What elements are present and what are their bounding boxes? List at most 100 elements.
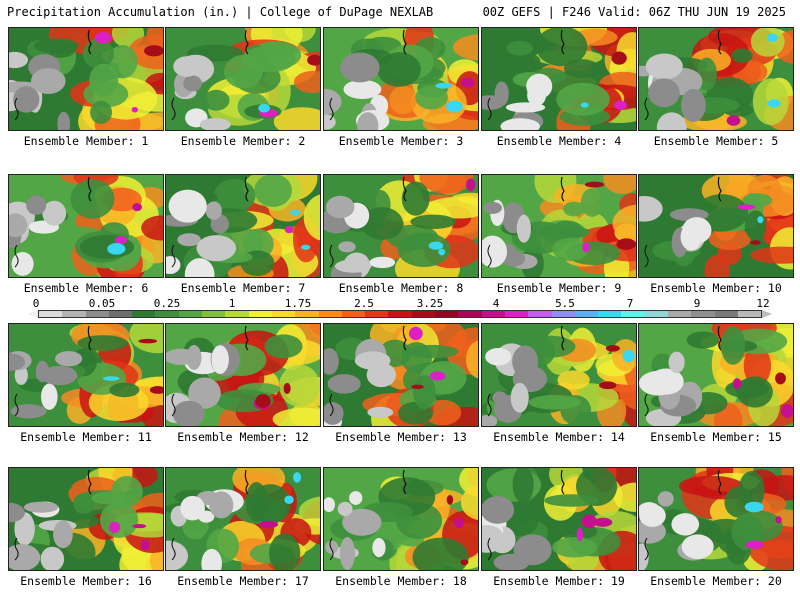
dry-contour [199, 117, 231, 130]
coastline [171, 393, 176, 417]
rain-contour [695, 194, 749, 232]
heavy-rain-cell [259, 520, 279, 529]
heavy-rain-cell [593, 517, 613, 527]
coastline [560, 325, 565, 351]
rain-contour [407, 344, 459, 359]
heavy-rain-cell [732, 378, 742, 390]
colorbar-segment [155, 311, 179, 317]
heavy-rain-cell [307, 54, 320, 66]
rain-contour [412, 537, 469, 570]
colorbar-tick-label: 1 [228, 297, 236, 310]
coastline [560, 176, 565, 202]
ensemble-member-label: Ensemble Member: 20 [650, 574, 782, 588]
dry-contour [668, 351, 685, 374]
ensemble-member-label: Ensemble Member: 6 [23, 281, 149, 295]
rain-contour [725, 379, 769, 399]
dry-contour [482, 414, 498, 426]
ensemble-map-panel [638, 27, 794, 131]
dry-contour [338, 241, 356, 253]
colorbar-segment [504, 311, 529, 317]
rain-contour [361, 207, 404, 240]
rain-contour [544, 494, 599, 507]
rain-contour [245, 481, 268, 522]
colorbar-segment [528, 311, 552, 317]
dry-contour [40, 365, 78, 386]
heavy-rain-cell [446, 494, 454, 505]
dry-contour [485, 347, 512, 366]
ensemble-map-panel [8, 27, 164, 131]
coastline [14, 97, 19, 121]
dry-contour [14, 365, 28, 385]
heavy-rain-cell [611, 51, 627, 65]
heavy-rain-cell [428, 241, 444, 250]
dry-contour [372, 538, 386, 558]
coastline [487, 244, 492, 268]
dry-contour [324, 88, 342, 115]
rain-contour [109, 382, 140, 398]
dry-contour [42, 200, 67, 226]
precipitation-map [324, 324, 478, 426]
precipitation-map [166, 324, 320, 426]
rain-contour [269, 533, 301, 570]
colorbar-tick-label: 0 [32, 297, 40, 310]
dry-contour [57, 111, 71, 130]
dry-contour [180, 495, 205, 521]
dry-contour [482, 95, 505, 110]
ensemble-member-label: Ensemble Member: 13 [335, 430, 467, 444]
rain-contour [141, 215, 163, 241]
ensemble-member-label: Ensemble Member: 18 [335, 574, 467, 588]
dry-contour [10, 404, 47, 419]
heavy-rain-cell [767, 99, 781, 108]
ensemble-member-label: Ensemble Member: 15 [650, 430, 782, 444]
heavy-rain-cell [429, 371, 446, 381]
dry-contour [680, 223, 702, 251]
coastline [329, 537, 334, 561]
ensemble-map-panel [323, 467, 479, 571]
dry-contour [482, 525, 505, 553]
rain-contour [293, 70, 320, 94]
colorbar-segment [132, 311, 156, 317]
colorbar-segment [551, 311, 575, 317]
ensemble-map-panel [638, 323, 794, 427]
coastline [329, 393, 334, 417]
rain-contour [377, 52, 421, 87]
dry-contour [172, 400, 205, 426]
dry-contour [35, 360, 50, 383]
colorbar-tick-label: 1.75 [284, 297, 312, 310]
dry-contour [342, 508, 382, 536]
colorbar-segment [85, 311, 109, 317]
dry-contour [500, 118, 540, 130]
ensemble-member-label: Ensemble Member: 7 [180, 281, 306, 295]
dry-contour [325, 195, 355, 219]
colorbar-segment [248, 311, 272, 317]
heavy-rain-cell [446, 100, 463, 113]
rain-contour [264, 334, 303, 359]
rain-contour [512, 468, 534, 503]
rain-contour [213, 178, 256, 213]
dry-contour [367, 406, 394, 418]
dry-contour [516, 214, 531, 243]
coastline [87, 29, 92, 55]
rain-contour [734, 510, 783, 542]
coastline [402, 325, 407, 351]
dry-contour [324, 402, 344, 425]
rain-contour [580, 188, 604, 217]
dry-contour [657, 491, 674, 507]
heavy-rain-cell [584, 181, 605, 188]
dry-contour [513, 534, 552, 566]
heavy-rain-cell [581, 514, 597, 529]
ensemble-map-panel [481, 467, 637, 571]
rain-contour [750, 246, 793, 264]
colorbar-segment [737, 311, 762, 317]
rain-contour [99, 502, 139, 538]
colorbar-segment [621, 311, 645, 317]
heavy-rain-cell [289, 209, 301, 216]
rain-contour [704, 254, 730, 277]
heavy-rain-cell [744, 501, 764, 513]
rain-contour [303, 194, 320, 241]
heavy-rain-cell [438, 248, 446, 256]
dry-contour [324, 348, 339, 375]
dry-contour [11, 251, 34, 276]
colorbar-segment [388, 311, 412, 317]
colorbar-scale [38, 310, 762, 318]
